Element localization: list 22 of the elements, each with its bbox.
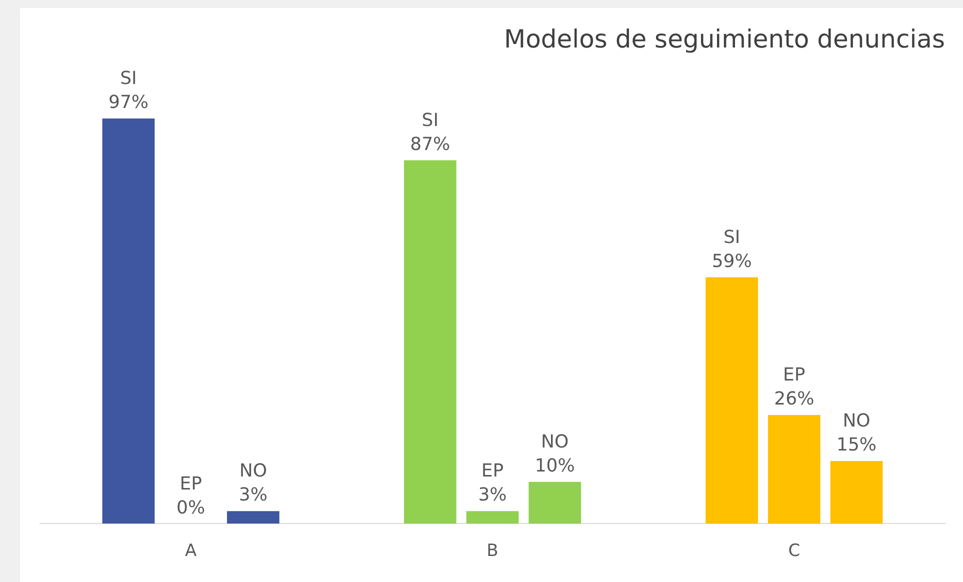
text: EP [783, 364, 806, 386]
data-label: 97% [108, 92, 148, 114]
text: NO [541, 432, 569, 453]
data-label: 15% [836, 434, 877, 456]
data-label: 0% [176, 497, 206, 518]
data-label: 87% [410, 134, 450, 155]
text: EP [180, 473, 202, 494]
data-label: 3% [238, 484, 268, 506]
data-label: 59% [712, 250, 752, 272]
x-tick-label: A [185, 541, 198, 562]
chart-title: Modelos de seguimiento denuncias [504, 24, 945, 54]
series-label: EP [481, 460, 504, 482]
x-tick-label: B [486, 541, 498, 562]
series-label: NO [239, 460, 267, 482]
data-label: 10% [534, 456, 575, 477]
text: NO [842, 410, 870, 432]
data-label: 26% [774, 388, 814, 410]
data-label: 3% [478, 484, 507, 506]
text: SI [422, 110, 439, 131]
x-tick-label: C [788, 541, 800, 562]
series-label: SI [723, 226, 740, 248]
text: SI [120, 68, 137, 90]
